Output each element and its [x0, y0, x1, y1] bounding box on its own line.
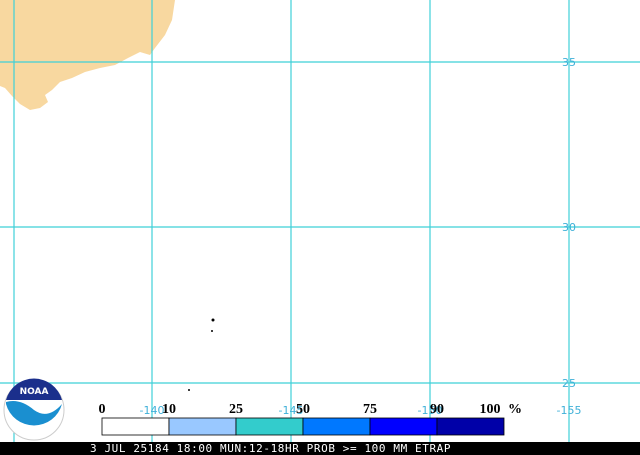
graticule	[0, 0, 640, 442]
legend-swatch	[436, 417, 505, 436]
lat-label: 25	[562, 377, 576, 390]
land	[0, 0, 215, 391]
lat-label: 35	[562, 56, 576, 69]
lon-label: -145	[279, 404, 304, 417]
lon-label: -150	[418, 404, 443, 417]
legend-swatch	[369, 417, 438, 436]
legend-label: 75	[363, 402, 377, 417]
legend-label: 50	[296, 402, 310, 417]
lon-label: -155	[557, 404, 582, 417]
lat-label: 30	[562, 221, 576, 234]
legend-unit: %	[508, 402, 522, 417]
footer-bar	[0, 442, 640, 455]
footer-text: 3 JUL 25184 18:00 MUN:12-18HR PROB >= 10…	[90, 442, 451, 455]
legend-swatch	[302, 417, 371, 436]
logo-text: NOAA	[20, 387, 49, 397]
axis-labels: 35 30 25 -140 -145 -150 -155	[140, 56, 582, 417]
legend-swatch	[101, 417, 170, 436]
legend: 0 10 25 50 75 90 100%	[99, 402, 522, 436]
legend-label: 10	[162, 402, 176, 417]
legend-swatch	[235, 417, 304, 436]
legend-swatch	[168, 417, 237, 436]
legend-label: 25	[229, 402, 243, 417]
lon-label: -140	[140, 404, 165, 417]
legend-label: 90	[430, 402, 444, 417]
legend-label: 100	[480, 402, 501, 417]
noaa-logo: NOAA	[3, 378, 65, 441]
legend-label: 0	[99, 402, 106, 417]
